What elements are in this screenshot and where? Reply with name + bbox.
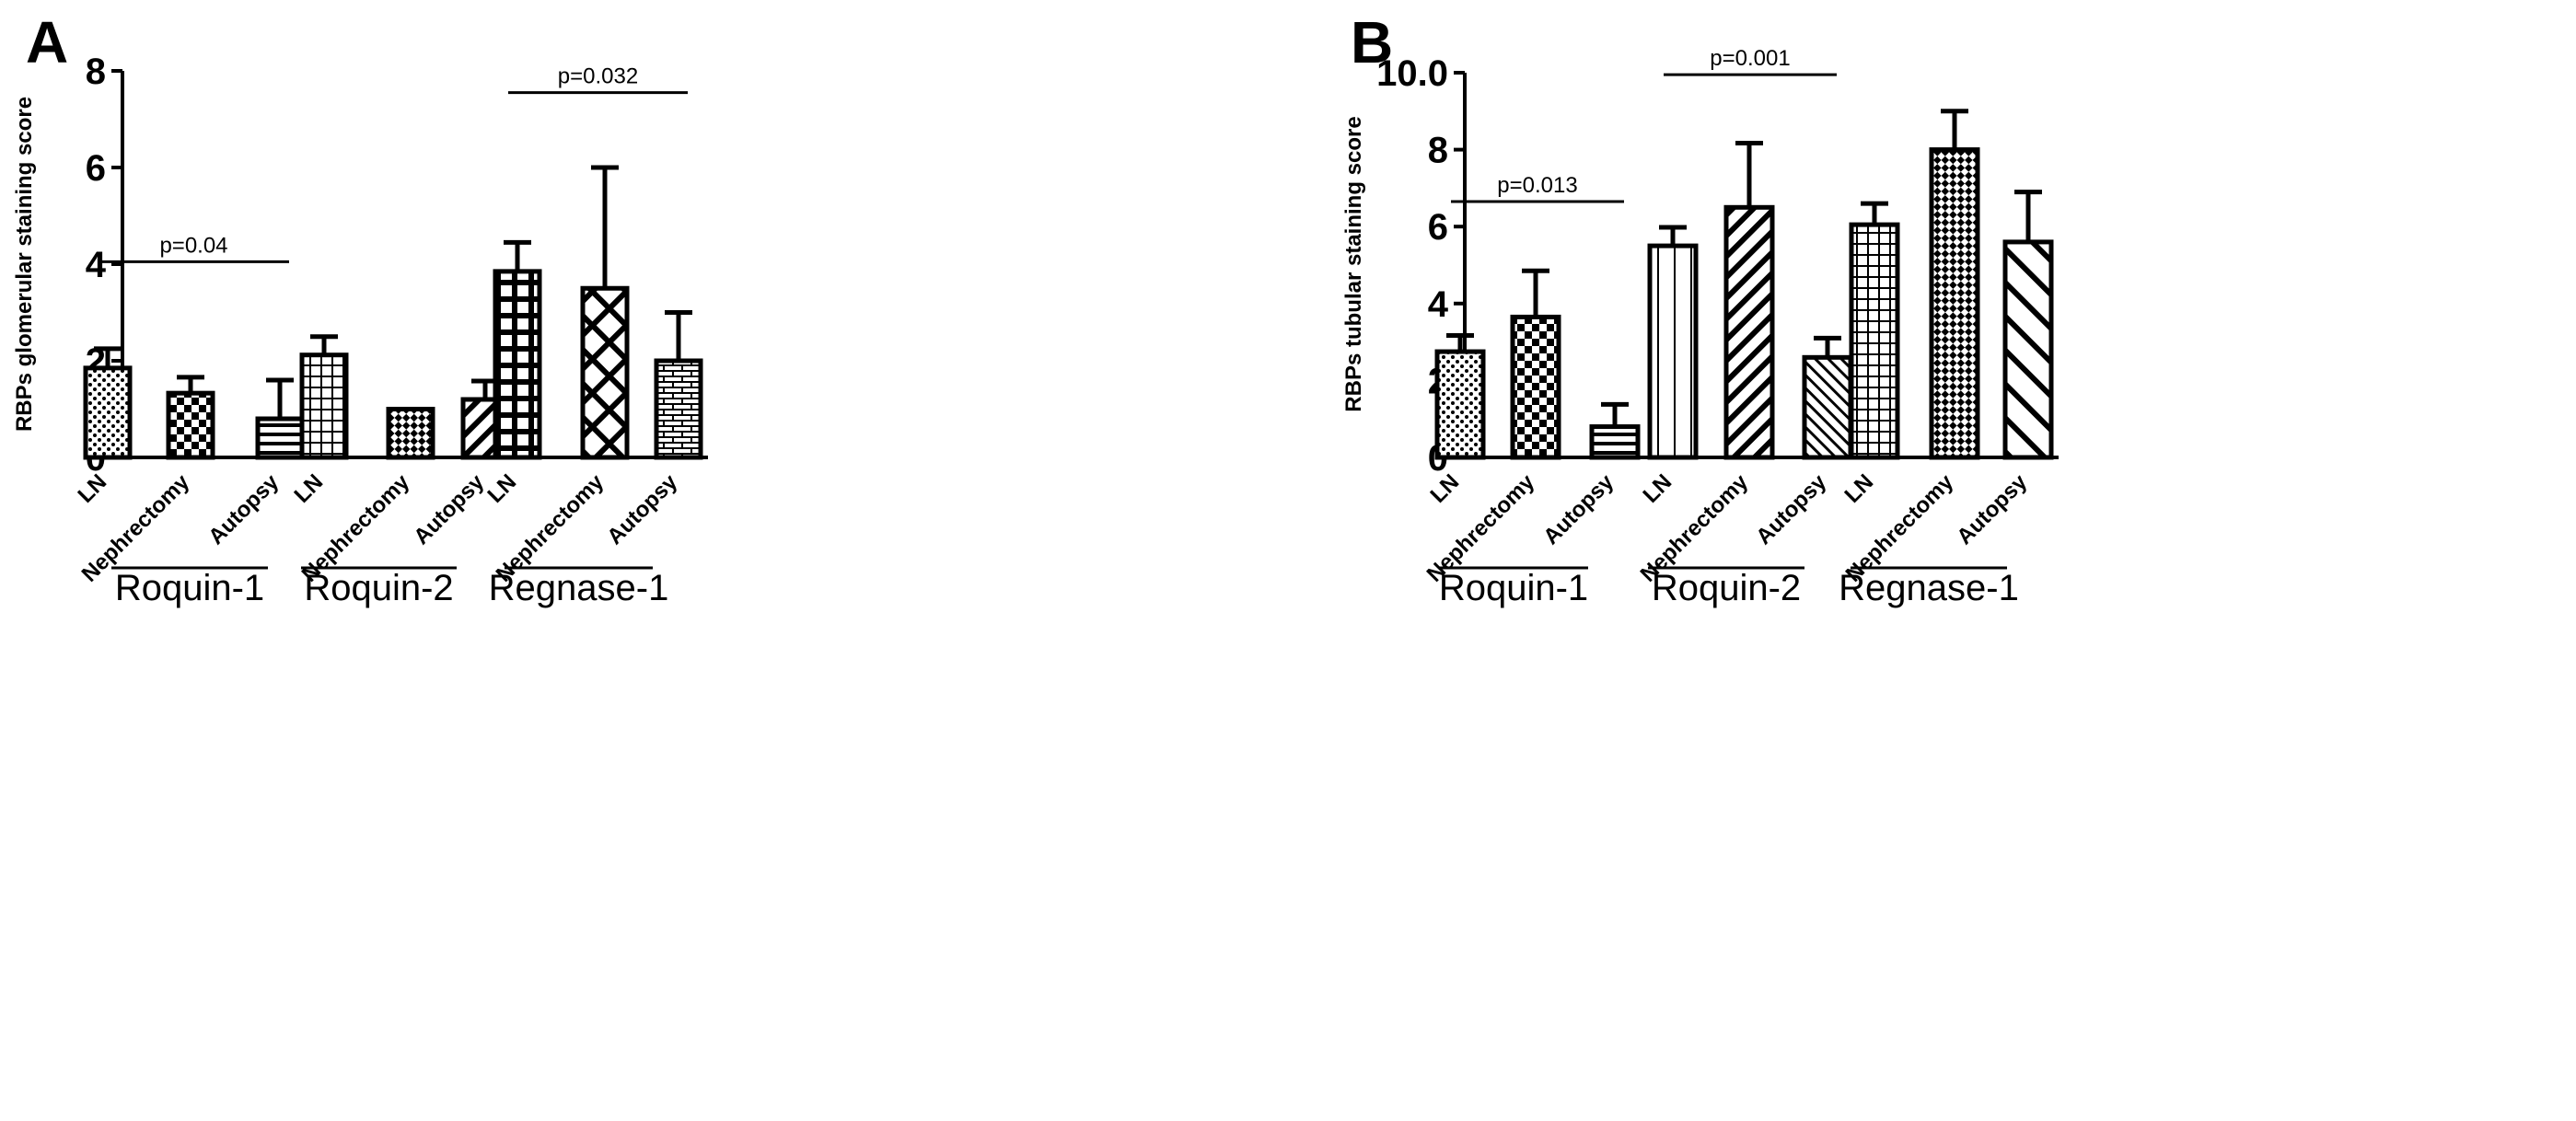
panel-label: B xyxy=(1351,9,1393,75)
p-value-label: p=0.013 xyxy=(1497,173,1577,198)
category-label: Autopsy xyxy=(1538,469,1619,549)
category-label: LN xyxy=(1639,469,1677,508)
panel-label: A xyxy=(26,9,68,75)
y-tick-label: 10.0 xyxy=(1376,53,1448,94)
bar xyxy=(386,407,435,460)
bar xyxy=(1849,222,1900,460)
category-label: Autopsy xyxy=(1952,469,2032,549)
y-tick-label: 8 xyxy=(86,52,106,92)
category-label: LN xyxy=(483,469,522,508)
p-value-label: p=0.001 xyxy=(1710,46,1790,71)
bar xyxy=(493,269,542,460)
y-tick-label: 4 xyxy=(86,245,107,285)
category-label: Autopsy xyxy=(203,469,284,549)
category-label: LN xyxy=(1840,469,1879,508)
bar xyxy=(1802,354,1853,460)
y-tick-label: 4 xyxy=(1428,284,1449,325)
bar xyxy=(299,352,349,460)
panel-a: A02468RBPs glomerular staining scoreLNNe… xyxy=(12,9,708,608)
bar xyxy=(2002,239,2054,460)
p-value-label: p=0.032 xyxy=(558,64,638,89)
y-tick-label: 6 xyxy=(1428,207,1448,248)
category-label: Autopsy xyxy=(602,469,682,549)
y-axis-label: RBPs tubular staining score xyxy=(1341,116,1366,411)
bar xyxy=(1589,424,1641,460)
bar xyxy=(1723,204,1775,460)
group-label: Roquin-2 xyxy=(304,568,453,608)
bar xyxy=(1647,243,1699,460)
bar xyxy=(580,285,630,460)
p-value-label: p=0.04 xyxy=(159,233,227,258)
bar xyxy=(83,365,133,460)
bar xyxy=(1929,147,1980,460)
bar xyxy=(1434,349,1486,460)
group-label: Regnase-1 xyxy=(489,568,669,608)
y-axis-label: RBPs glomerular staining score xyxy=(12,97,37,432)
y-tick-label: 6 xyxy=(86,148,106,189)
bar xyxy=(166,390,215,460)
y-tick-label: 8 xyxy=(1428,131,1448,171)
category-label: Autopsy xyxy=(1751,469,1831,549)
group-label: Roquin-2 xyxy=(1652,568,1801,608)
group-label: Roquin-1 xyxy=(115,568,264,608)
group-label: Roquin-1 xyxy=(1439,568,1588,608)
bar xyxy=(255,416,305,460)
bar xyxy=(654,358,703,460)
category-label: Autopsy xyxy=(409,469,489,549)
category-label: LN xyxy=(290,469,329,508)
group-label: Regnase-1 xyxy=(1839,568,2019,608)
bar xyxy=(1510,314,1561,460)
